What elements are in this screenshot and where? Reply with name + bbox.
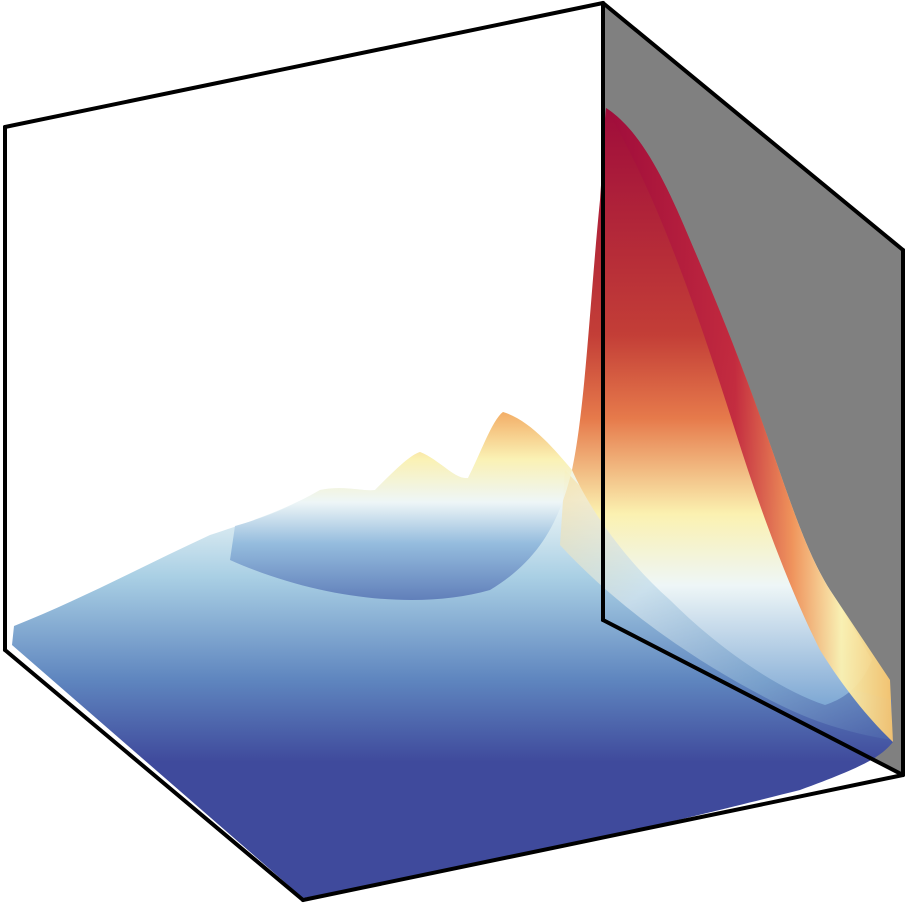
surface-ridges [230, 412, 572, 600]
bounding-box-edges [3, 1, 905, 902]
box-edge-bottom-front [301, 773, 905, 902]
box-edge-bottom-left [3, 648, 305, 902]
box-edge-right-top [601, 1, 905, 252]
box-edge-top-back [3, 1, 605, 129]
surface-valley [560, 470, 892, 740]
box-edge-back-floor [601, 618, 905, 777]
surface-layer [12, 108, 893, 898]
surface-base [12, 412, 893, 898]
surface-right-edge [606, 108, 893, 742]
